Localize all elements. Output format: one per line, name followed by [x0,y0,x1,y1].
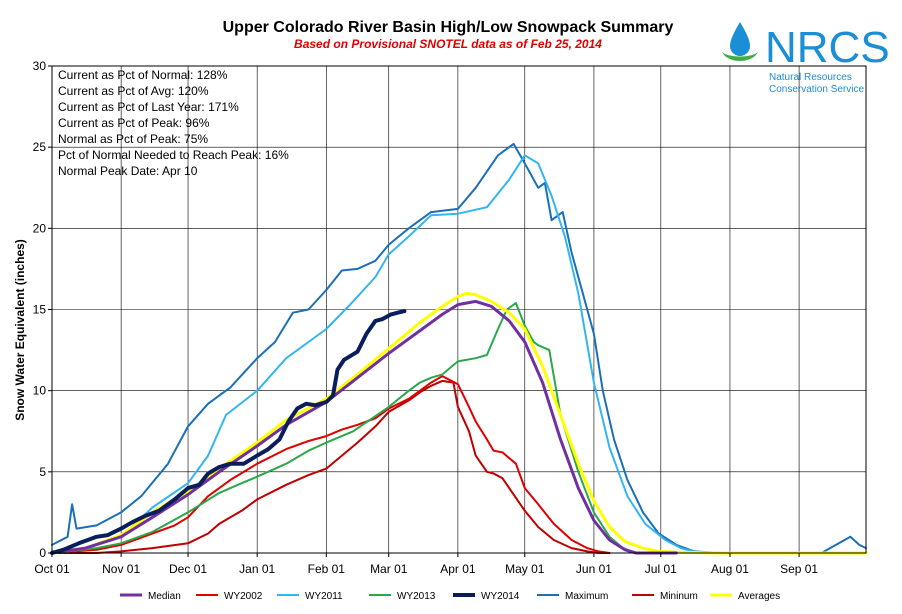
x-tick-label: Feb 01 [308,562,346,576]
stat-line: Current as Pct of Peak: 96% [58,116,210,130]
stats-box: Current as Pct of Normal: 128% Current as… [58,68,289,178]
logo-acronym: NRCS [765,23,890,72]
leaf-icon [722,52,758,61]
series-line-wy2011 [51,154,700,554]
x-tick-label: Oct 01 [34,562,70,576]
legend-label-mininum: Mininum [660,591,698,602]
series-line-wy2014 [50,309,407,555]
stat-line: Pct of Normal Needed to Reach Peak: 16% [58,148,289,162]
x-tick-label: Jun 01 [576,562,612,576]
legend: Median WY2002 WY2011 WY2013 WY2014 Maximum Min… [120,591,780,602]
series-lines [50,142,868,555]
legend-label-maximum: Maximum [565,591,608,602]
y-tick-label: 20 [33,221,47,235]
x-tick-label: Aug 01 [711,562,749,576]
y-tick-label: 5 [39,465,46,479]
y-tick-label: 25 [33,140,47,154]
grid [52,65,866,554]
logo-line2: Conservation Service [769,84,864,95]
stat-line: Current as Pct of Normal: 128% [58,68,228,82]
legend-label-median: Median [148,591,181,602]
axes: 0 5 10 15 20 25 30 Oct 01 Nov 01 Dec 01 Jan 01 Feb … [33,59,819,576]
water-drop-icon [730,22,750,56]
x-tick-label: Mar 01 [370,562,408,576]
stat-line: Current as Pct of Avg: 120% [58,84,209,98]
logo-line1: Natural Resources [769,72,852,83]
x-tick-label: May 01 [505,562,545,576]
legend-label-wy2014: WY2014 [481,591,520,602]
nrcs-logo: NRCS Natural Resources Conservation Serv… [722,22,890,95]
y-axis-label: Snow Water Equivalent (inches) [13,239,27,421]
series-line-maximum [51,142,867,554]
legend-label-wy2013: WY2013 [397,591,436,602]
legend-label-wy2002: WY2002 [224,591,263,602]
chart-title: Upper Colorado River Basin High/Low Snow… [223,19,674,36]
legend-label-averages: Averages [738,591,780,602]
y-tick-label: 15 [33,303,47,317]
x-tick-label: Nov 01 [102,562,140,576]
stat-line: Normal Peak Date: Apr 10 [58,164,198,178]
y-tick-label: 10 [33,384,47,398]
x-tick-label: Jan 01 [239,562,275,576]
stat-line: Normal as Pct of Peak: 75% [58,132,208,146]
series-line-averages [50,291,868,555]
x-tick-label: Dec 01 [169,562,207,576]
y-tick-label: 30 [33,59,47,73]
legend-label-wy2011: WY2011 [305,591,343,602]
y-tick-label: 0 [39,546,46,560]
x-tick-label: Apr 01 [440,562,476,576]
stat-line: Current as Pct of Last Year: 171% [58,100,239,114]
x-tick-label: Jul 01 [645,562,677,576]
series-line-wy2013 [51,302,638,554]
series-line-mininum [51,379,611,554]
chart-subtitle: Based on Provisional SNOTEL data as of F… [294,37,602,51]
x-tick-label: Sep 01 [780,562,818,576]
